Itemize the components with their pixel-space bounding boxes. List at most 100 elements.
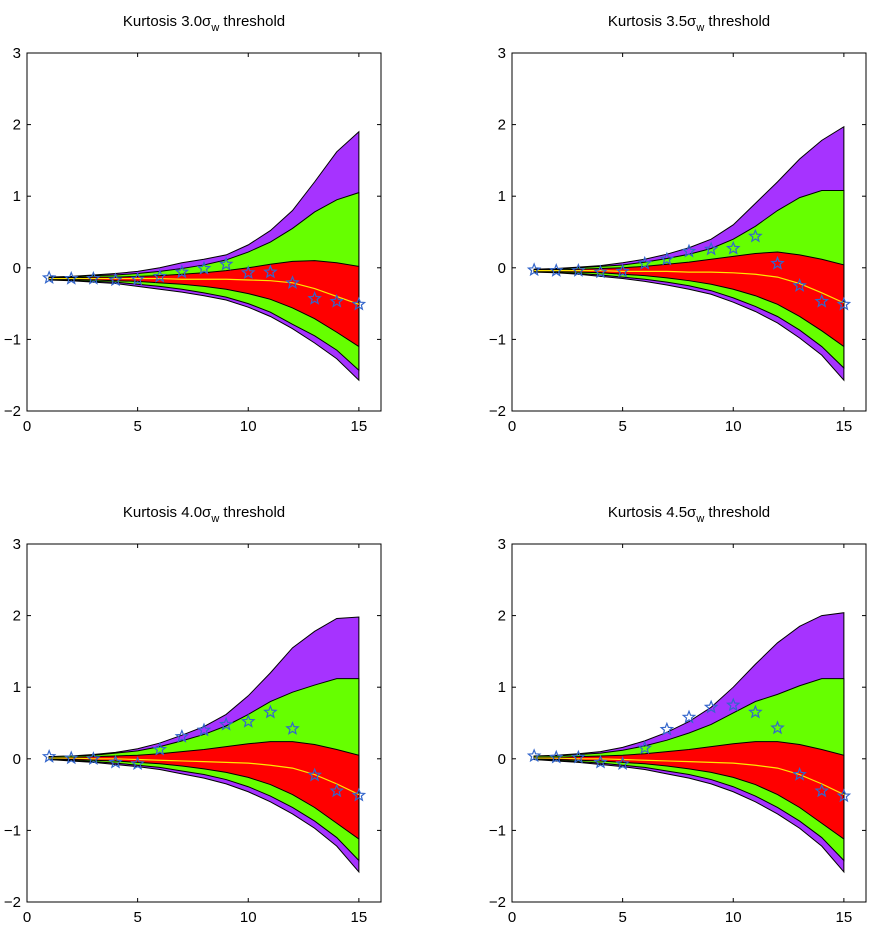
x-tick-label: 0 [23, 909, 31, 926]
data-point-star [285, 275, 300, 290]
data-point-star [814, 293, 830, 308]
y-tick-label: −1 [489, 822, 506, 839]
data-point-star [152, 268, 168, 283]
data-point-star [836, 788, 852, 803]
y-tick-label: 1 [498, 188, 506, 205]
x-tick-label: 15 [836, 909, 853, 926]
y-tick-label: 0 [498, 260, 506, 277]
data-point-star [571, 263, 586, 277]
y-tick-label: 0 [13, 751, 21, 768]
data-point-star [174, 728, 190, 743]
x-tick-label: 10 [240, 909, 257, 926]
data-point-star [130, 271, 145, 286]
y-tick-label: 3 [498, 536, 506, 553]
data-point-star [307, 767, 322, 782]
data-point-star [836, 296, 852, 311]
data-point-star [86, 270, 101, 285]
data-point-star [571, 749, 586, 764]
data-point-star [792, 278, 807, 292]
data-point-star [770, 255, 785, 270]
data-point-star [548, 263, 564, 277]
fan-band-middle [48, 678, 360, 862]
data-point-star [307, 290, 322, 305]
axes-box [511, 52, 867, 412]
x-tick-label: 0 [508, 418, 516, 435]
y-tick-label: 3 [13, 536, 21, 553]
chart-title: Kurtosis 3.0σw threshold [123, 13, 285, 34]
data-point-star [526, 262, 542, 277]
y-tick-label: −2 [4, 894, 21, 911]
y-tick-label: 2 [13, 117, 21, 134]
y-tick-label: 1 [498, 679, 506, 696]
chart-panel-3: 0 5 10 15 −2 −1 0 1 2 3 Kurtosis 4.0σw threshold [4, 504, 382, 926]
y-tick-label: −1 [489, 331, 506, 348]
median-line [49, 757, 360, 796]
data-point-star [681, 243, 697, 258]
data-point-star [108, 754, 123, 769]
y-tick-label: −2 [489, 894, 506, 911]
median-line [534, 270, 845, 304]
x-tick-label: 15 [351, 909, 368, 926]
y-tick-label: 3 [13, 45, 21, 62]
x-tick-label: 10 [725, 909, 742, 926]
x-tick-label: 15 [351, 418, 368, 435]
data-point-star [86, 751, 101, 765]
x-tick-label: 5 [133, 418, 141, 435]
data-point-star [130, 756, 145, 771]
y-tick-label: −2 [489, 403, 506, 420]
data-point-star [681, 709, 697, 724]
data-point-star [637, 255, 653, 270]
y-tick-label: −2 [4, 403, 21, 420]
data-point-star [351, 787, 367, 802]
data-point-star [285, 721, 300, 735]
y-tick-label: 2 [498, 117, 506, 134]
data-point-star [196, 260, 212, 275]
chart-panel-2: 0 5 10 15 −2 −1 0 1 2 3 Kurtosis 3.5σw threshold [489, 13, 867, 435]
y-tick-label: 3 [498, 45, 506, 62]
data-point-star [748, 704, 763, 719]
x-tick-label: 10 [240, 418, 257, 435]
y-tick-label: 2 [13, 608, 21, 625]
data-point-star [703, 241, 719, 256]
data-point-star [174, 264, 190, 279]
data-point-star [218, 256, 234, 271]
data-point-star [240, 713, 256, 728]
median-line [49, 277, 360, 305]
data-point-star [637, 740, 653, 755]
chart-panel-4: 0 5 10 15 −2 −1 0 1 2 3 Kurtosis 4.5σw threshold [489, 504, 867, 926]
y-tick-label: −1 [4, 331, 21, 348]
data-point-star [725, 697, 741, 712]
data-point-star [526, 748, 542, 763]
data-point-star [108, 272, 123, 287]
data-point-star [792, 766, 807, 781]
data-point-star [725, 240, 741, 255]
data-point-star [593, 754, 608, 769]
data-point-star [615, 263, 630, 278]
chart-panel-1: 0 5 10 15 −2 −1 0 1 2 3 Kurtosis 3.0σw threshold [4, 13, 382, 435]
x-tick-label: 15 [836, 418, 853, 435]
axes-box [26, 543, 382, 903]
data-point-star [748, 228, 763, 243]
y-tick-label: 0 [13, 260, 21, 277]
data-point-star [240, 265, 256, 280]
axes-box [26, 52, 382, 412]
data-point-star [41, 270, 57, 285]
data-point-star [218, 716, 234, 731]
data-point-star [263, 704, 278, 719]
x-tick-label: 5 [618, 418, 626, 435]
data-point-star [63, 750, 79, 765]
data-point-star [703, 699, 719, 714]
data-point-star [196, 722, 212, 737]
fan-band-middle [533, 678, 845, 862]
y-tick-label: 2 [498, 608, 506, 625]
axes-box [511, 543, 867, 903]
median-line [534, 757, 845, 796]
data-point-star [659, 721, 675, 736]
y-tick-label: −1 [4, 822, 21, 839]
data-point-star [329, 293, 345, 308]
data-point-star [351, 296, 367, 311]
data-point-star [548, 749, 564, 764]
x-tick-label: 5 [133, 909, 141, 926]
fan-band-inner [533, 741, 845, 840]
